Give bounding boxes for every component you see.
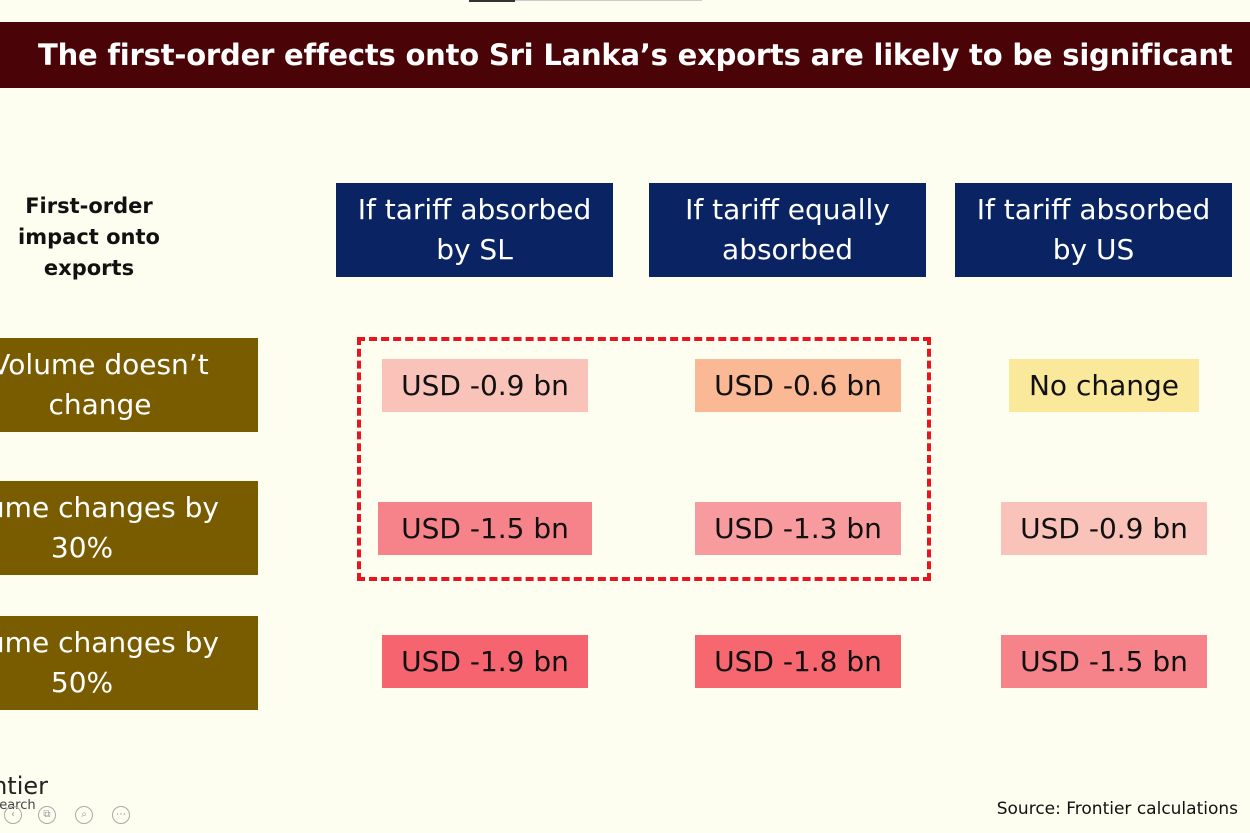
slide-tab-indicator [469, 0, 515, 2]
title-bar: The first-order effects onto Sri Lanka’s… [0, 22, 1250, 88]
row-label-text: Volume changes by 30% [0, 491, 219, 564]
row-label-50: Volume changes by 50% [0, 616, 258, 710]
row-label-30: Volume changes by 30% [0, 481, 258, 575]
column-header-equal: If tariff equally absorbed [649, 183, 926, 277]
slideshow-copy-icon[interactable]: ⧉ [38, 806, 56, 824]
value-text: USD -1.9 bn [401, 645, 569, 678]
row-header-text: First-order impact onto exports [18, 194, 160, 280]
value-cell: USD -1.8 bn [695, 635, 901, 688]
value-text: USD -1.5 bn [1020, 645, 1188, 678]
value-cell: USD -0.9 bn [1001, 502, 1207, 555]
value-cell: USD -1.9 bn [382, 635, 588, 688]
highlight-dashed-box [357, 337, 931, 581]
row-label-text: Volume changes by 50% [0, 626, 219, 699]
column-header-sl: If tariff absorbed by SL [336, 183, 613, 277]
slide-title: The first-order effects onto Sri Lanka’s… [38, 38, 1233, 72]
value-text: USD -1.3 bn [714, 512, 882, 545]
value-text: USD -0.9 bn [1020, 512, 1188, 545]
row-label-text: Volume doesn’t change [0, 348, 209, 421]
value-cell: No change [1009, 359, 1199, 412]
value-text: No change [1028, 369, 1180, 402]
value-text: USD -0.6 bn [714, 369, 882, 402]
slideshow-more-icon[interactable]: ⋯ [112, 806, 130, 824]
slide-tab-track [515, 0, 702, 1]
slideshow-zoom-icon[interactable]: ⌕ [75, 806, 93, 824]
logo-text: Frontier [0, 772, 49, 800]
value-cell: USD -1.3 bn [695, 502, 901, 555]
value-text: USD -1.8 bn [714, 645, 882, 678]
column-header-text: If tariff absorbed by US [976, 193, 1211, 266]
column-header-text: If tariff absorbed by SL [357, 193, 592, 266]
value-cell: USD -0.6 bn [695, 359, 901, 412]
value-text: USD -0.9 bn [401, 369, 569, 402]
value-text: USD -1.5 bn [401, 512, 569, 545]
column-header-text: If tariff equally absorbed [685, 193, 890, 266]
row-header: First-order impact onto exports [0, 191, 192, 284]
frontier-logo: Frontier [0, 772, 48, 800]
column-header-us: If tariff absorbed by US [955, 183, 1232, 277]
value-cell: USD -1.5 bn [1001, 635, 1207, 688]
slideshow-prev-icon[interactable]: ‹ [4, 806, 22, 824]
value-cell: USD -0.9 bn [382, 359, 588, 412]
row-label-no-change: Volume doesn’t change [0, 338, 258, 432]
value-cell: USD -1.5 bn [378, 502, 592, 555]
source-note: Source: Frontier calculations [996, 799, 1238, 819]
